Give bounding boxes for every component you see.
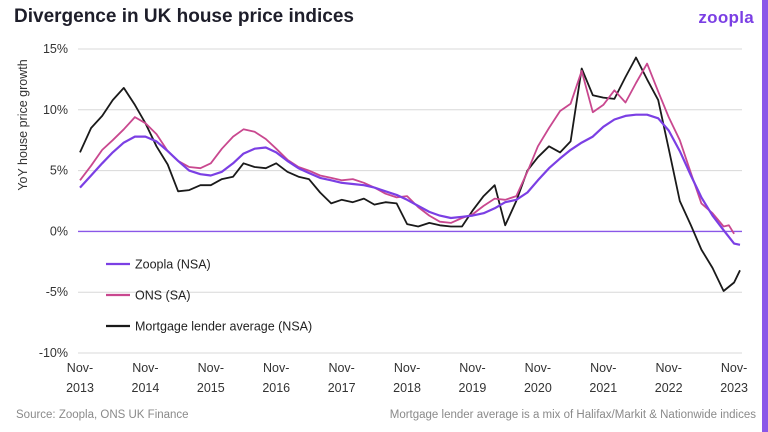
x-tick-label-month: Nov- — [67, 361, 93, 375]
x-tick-label-year: 2020 — [524, 381, 552, 395]
y-axis-ticks: 15% 10% 5% 0% -5% -10% — [39, 42, 68, 360]
y-tick-label: 5% — [50, 164, 68, 178]
x-tick-label-month: Nov- — [394, 361, 420, 375]
series-line-zoopla — [79, 113, 741, 246]
legend: Zoopla (NSA) ONS (SA) Mortgage lender aver… — [106, 258, 312, 334]
chart-title: Divergence in UK house price indices — [14, 6, 354, 27]
y-tick-label: 10% — [43, 103, 68, 117]
x-tick-label-month: Nov- — [198, 361, 224, 375]
x-tick-label-year: 2022 — [655, 381, 683, 395]
y-tick-label: 15% — [43, 42, 68, 56]
x-tick-label-year: 2021 — [589, 381, 617, 395]
y-axis-label: YoY house price growth — [16, 59, 30, 190]
y-tick-label: 0% — [50, 224, 68, 238]
x-tick-label-year: 2018 — [393, 381, 421, 395]
series-line-mortgage — [79, 56, 741, 292]
x-tick-label-year: 2015 — [197, 381, 225, 395]
x-tick-label-month: Nov- — [328, 361, 354, 375]
source-note: Source: Zoopla, ONS UK Finance — [16, 409, 189, 421]
legend-label-zoopla: Zoopla (NSA) — [135, 258, 211, 272]
methodology-note: Mortgage lender average is a mix of Hali… — [389, 409, 756, 421]
x-tick-label-month: Nov- — [590, 361, 616, 375]
gridlines — [78, 48, 742, 354]
x-tick-label-year: 2023 — [720, 381, 748, 395]
y-tick-label: -10% — [39, 346, 68, 360]
x-tick-label-year: 2013 — [66, 381, 94, 395]
series-line-ons — [79, 62, 735, 235]
x-tick-label-year: 2017 — [328, 381, 356, 395]
x-tick-label-month: Nov- — [525, 361, 551, 375]
zoopla-logo: zoopla — [698, 8, 754, 27]
x-tick-label-month: Nov- — [459, 361, 485, 375]
x-tick-label-year: 2016 — [262, 381, 290, 395]
legend-label-ons: ONS (SA) — [135, 289, 191, 303]
x-tick-label-month: Nov- — [721, 361, 747, 375]
x-axis-ticks: Nov- 2013 Nov- 2014 Nov- 2015 Nov- 2016 Nov- 2017… — [66, 361, 748, 395]
right-accent-bar — [762, 0, 768, 432]
x-tick-label-month: Nov- — [655, 361, 681, 375]
x-tick-label-year: 2014 — [132, 381, 160, 395]
legend-label-mortgage: Mortgage lender average (NSA) — [135, 320, 312, 334]
x-tick-label-month: Nov- — [132, 361, 158, 375]
line-chart: 15% 10% 5% 0% -5% -10% Nov- 2013 Nov- 2014 Nov- 20… — [16, 42, 748, 395]
y-tick-label: -5% — [46, 285, 68, 299]
x-tick-label-month: Nov- — [263, 361, 289, 375]
x-tick-label-year: 2019 — [459, 381, 487, 395]
series-lines — [79, 56, 741, 292]
